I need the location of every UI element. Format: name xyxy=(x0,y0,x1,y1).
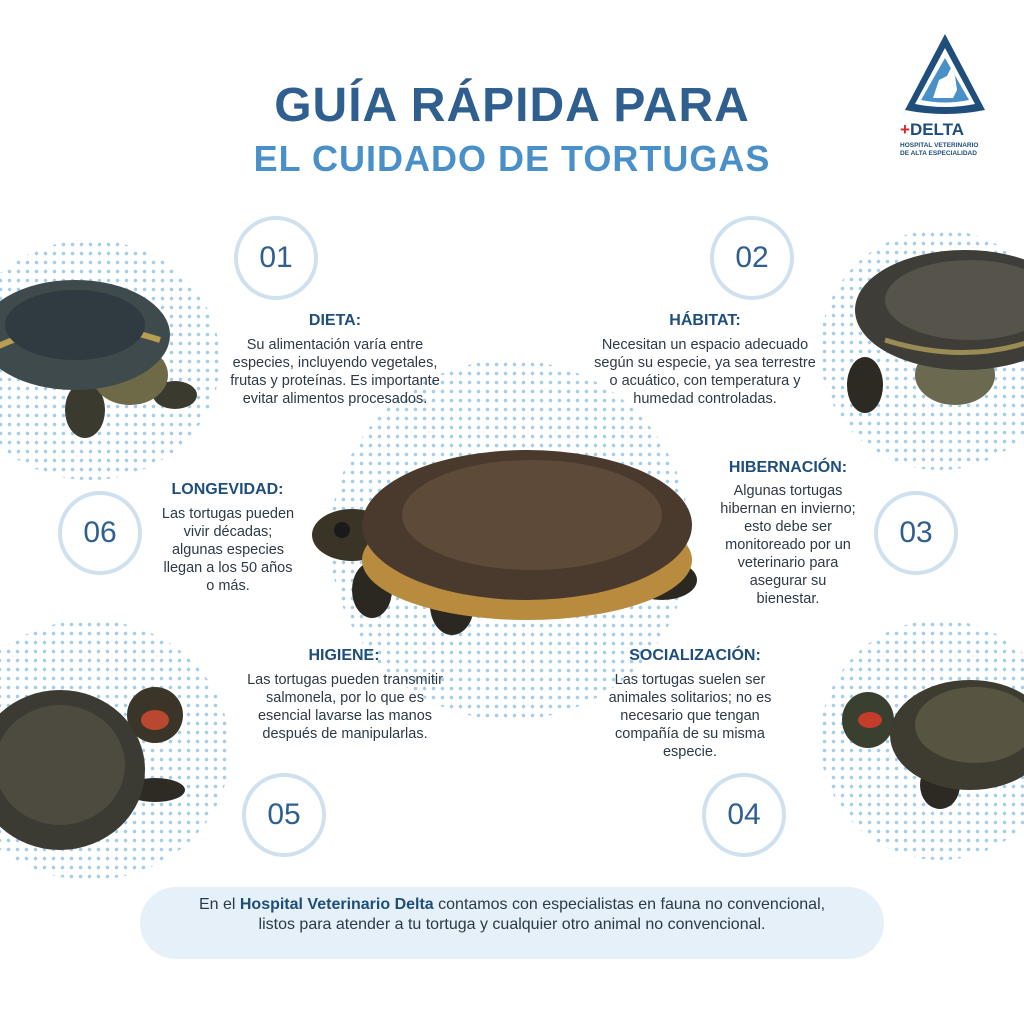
section-text-hibernacion: Algunas tortugas hibernan en invierno; e… xyxy=(720,483,856,607)
section-title-higiene: HIGIENE: xyxy=(308,647,380,664)
step-number-02: 02 xyxy=(710,216,794,300)
footer-banner: En el Hospital Veterinario Delta contamo… xyxy=(140,887,884,959)
section-title-socializacion: SOCIALIZACIÓN: xyxy=(629,647,761,664)
step-number-01: 01 xyxy=(234,216,318,300)
section-text-higiene: Las tortugas pueden transmitir salmonela… xyxy=(247,672,443,742)
section-text-socializacion: Las tortugas suelen ser animales solitar… xyxy=(608,672,772,760)
delta-logo-icon xyxy=(905,34,985,114)
step-number-06: 06 xyxy=(58,491,142,575)
turtle-image-top-right xyxy=(847,250,1024,413)
page-title: GUÍA RÁPIDA PARA xyxy=(274,79,750,132)
page-subtitle: EL CUIDADO DE TORTUGAS xyxy=(253,138,771,179)
section-title-hibernacion: HIBERNACIÓN: xyxy=(728,459,848,476)
section-text-dieta: Su alimentación varía entre especies, in… xyxy=(230,337,440,407)
logo-subtitle: HOSPITAL VETERINARIO DE ALTA ESPECIALIDAD xyxy=(900,142,979,157)
footer-highlight: Hospital Veterinario Delta xyxy=(239,896,434,913)
turtle-image-bottom-right xyxy=(842,680,1024,809)
section-title-habitat: HÁBITAT: xyxy=(669,312,741,329)
section-title-longevidad: LONGEVIDAD: xyxy=(171,481,284,498)
turtle-image-bottom-left xyxy=(0,687,185,850)
step-number-03: 03 xyxy=(874,491,958,575)
step-number-05: 05 xyxy=(242,773,326,857)
section-text-habitat: Necesitan un espacio adecuado según su e… xyxy=(594,337,816,407)
logo-name: +DELTA xyxy=(900,120,965,139)
step-number-04: 04 xyxy=(702,773,786,857)
turtle-image-top-left xyxy=(0,280,197,438)
section-text-longevidad: Las tortugas pueden vivir décadas; algun… xyxy=(161,506,295,594)
turtle-image-center xyxy=(312,450,697,635)
section-title-dieta: DIETA: xyxy=(308,312,362,329)
